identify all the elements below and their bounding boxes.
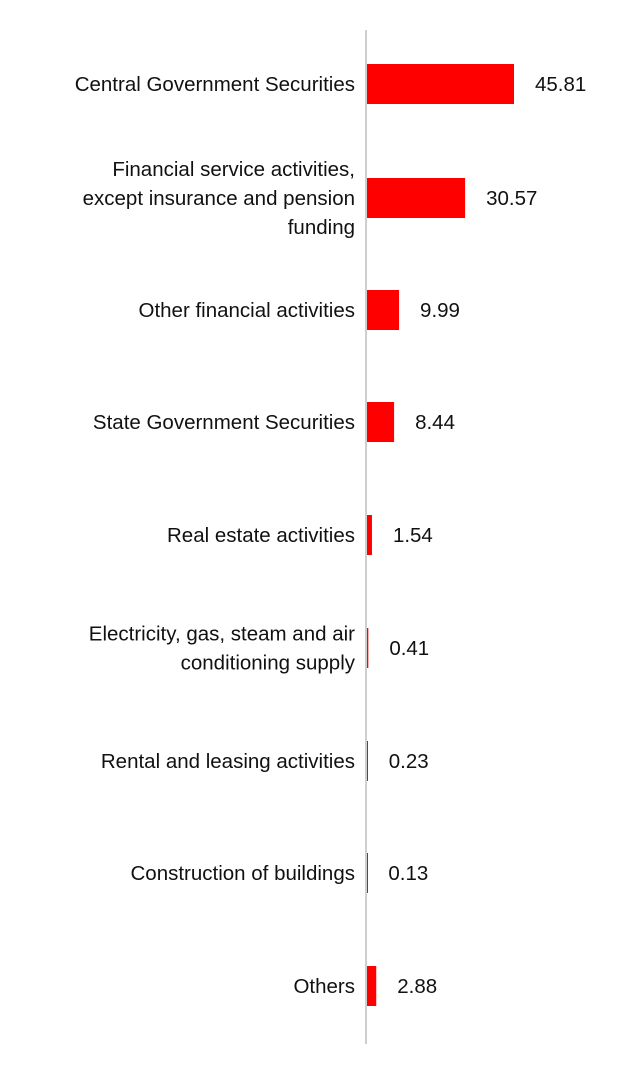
category-label: Electricity, gas, steam and air condition… <box>89 623 356 675</box>
value-label: 1.54 <box>393 524 433 547</box>
value-label: 45.81 <box>535 73 586 96</box>
category-label: Construction of buildings <box>131 862 356 885</box>
bar <box>367 178 466 218</box>
category-label-line: Electricity, gas, steam and air <box>89 623 355 646</box>
bar <box>367 628 369 668</box>
category-label-line: funding <box>288 216 355 239</box>
value-label: 9.99 <box>420 299 460 322</box>
bar <box>367 853 368 893</box>
category-label: Real estate activities <box>167 524 355 547</box>
value-label: 30.57 <box>486 187 537 210</box>
bar <box>367 402 395 442</box>
category-label: Rental and leasing activities <box>101 750 355 773</box>
category-label-line: Financial service activities, <box>112 158 355 181</box>
value-label: 2.88 <box>397 975 437 998</box>
category-label: State Government Securities <box>93 411 355 434</box>
bar <box>367 515 372 555</box>
value-label: 0.13 <box>388 862 428 885</box>
value-label: 0.23 <box>389 750 429 773</box>
bar <box>367 741 368 781</box>
bar <box>367 64 514 104</box>
category-label-line: Real estate activities <box>167 524 355 547</box>
value-label: 0.41 <box>389 637 429 660</box>
category-label: Central Government Securities <box>75 73 355 96</box>
category-label-line: State Government Securities <box>93 411 355 434</box>
category-label-line: except insurance and pension <box>83 187 355 210</box>
category-label: Others <box>293 975 355 998</box>
category-label-line: Others <box>293 975 355 998</box>
value-label: 8.44 <box>415 411 455 434</box>
bar <box>367 290 400 330</box>
category-label-line: Rental and leasing activities <box>101 750 355 773</box>
category-label-line: Central Government Securities <box>75 73 355 96</box>
category-label-line: Construction of buildings <box>131 862 356 885</box>
category-label-line: Other financial activities <box>139 299 355 322</box>
bar <box>367 966 377 1006</box>
category-label: Financial service activities, except insu… <box>83 158 355 239</box>
category-label-line: conditioning supply <box>181 652 356 675</box>
category-label: Other financial activities <box>139 299 355 322</box>
